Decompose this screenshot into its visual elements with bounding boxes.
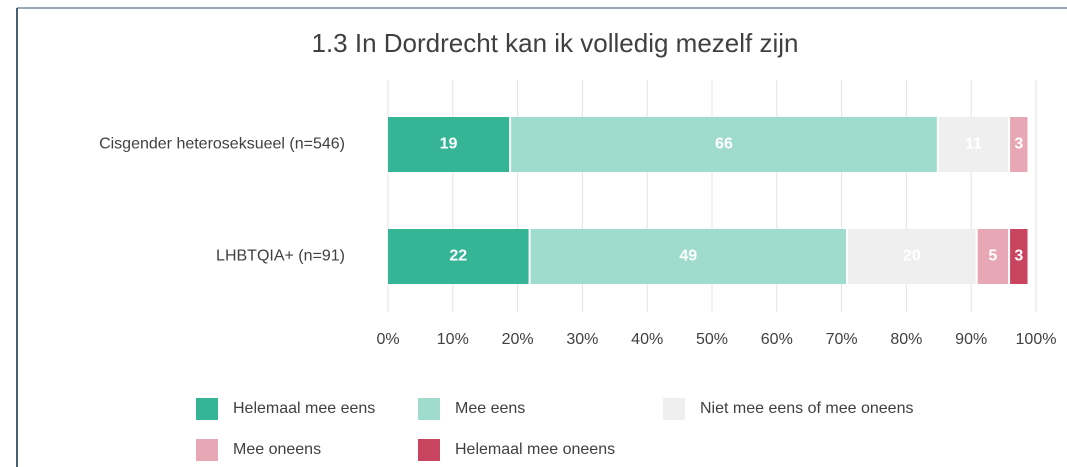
y-tick-label: LHBTQIA+ (n=91) bbox=[216, 248, 345, 265]
bar-segment bbox=[511, 117, 937, 172]
y-tick-label: Cisgender heteroseksueel (n=546) bbox=[99, 136, 345, 153]
x-tick-label: 90% bbox=[955, 331, 987, 348]
x-tick-label: 100% bbox=[1016, 331, 1057, 348]
legend-swatch bbox=[196, 398, 218, 420]
x-tick-label: 80% bbox=[890, 331, 922, 348]
legend-swatch bbox=[196, 439, 218, 461]
chart-title: 1.3 In Dordrecht kan ik volledig mezelf … bbox=[311, 28, 798, 58]
bar-segment bbox=[848, 229, 976, 284]
legend-label: Niet mee eens of mee oneens bbox=[700, 400, 913, 417]
bar-segment bbox=[1010, 117, 1028, 172]
x-tick-label: 70% bbox=[826, 331, 858, 348]
x-tick-label: 60% bbox=[761, 331, 793, 348]
data-label: 20 bbox=[903, 248, 921, 265]
bar-segment bbox=[938, 117, 1009, 172]
x-tick-label: 10% bbox=[437, 331, 469, 348]
legend-swatch bbox=[663, 398, 685, 420]
legend-swatch bbox=[418, 439, 440, 461]
x-tick-label: 30% bbox=[566, 331, 598, 348]
bar-segment bbox=[388, 117, 510, 172]
data-label: 11 bbox=[965, 136, 982, 153]
x-tick-label: 50% bbox=[696, 331, 728, 348]
bar-segment bbox=[530, 229, 847, 284]
x-tick-label: 40% bbox=[631, 331, 663, 348]
data-label: 3 bbox=[1014, 248, 1023, 265]
x-tick-label: 20% bbox=[502, 331, 534, 348]
data-label: 19 bbox=[440, 136, 458, 153]
legend-label: Mee eens bbox=[455, 400, 525, 417]
data-label: 5 bbox=[988, 248, 997, 265]
legend-label: Mee oneens bbox=[233, 441, 321, 458]
x-tick-label: 0% bbox=[376, 331, 399, 348]
legend-label: Helemaal mee eens bbox=[233, 400, 375, 417]
bar-segment bbox=[388, 229, 529, 284]
data-label: 66 bbox=[715, 136, 733, 153]
legend-swatch bbox=[418, 398, 440, 420]
bar-segment bbox=[977, 229, 1009, 284]
data-label: 49 bbox=[679, 248, 697, 265]
bar-segment bbox=[1010, 229, 1028, 284]
data-label: 22 bbox=[449, 248, 467, 265]
legend-label: Helemaal mee oneens bbox=[455, 441, 615, 458]
data-label: 3 bbox=[1014, 136, 1023, 153]
